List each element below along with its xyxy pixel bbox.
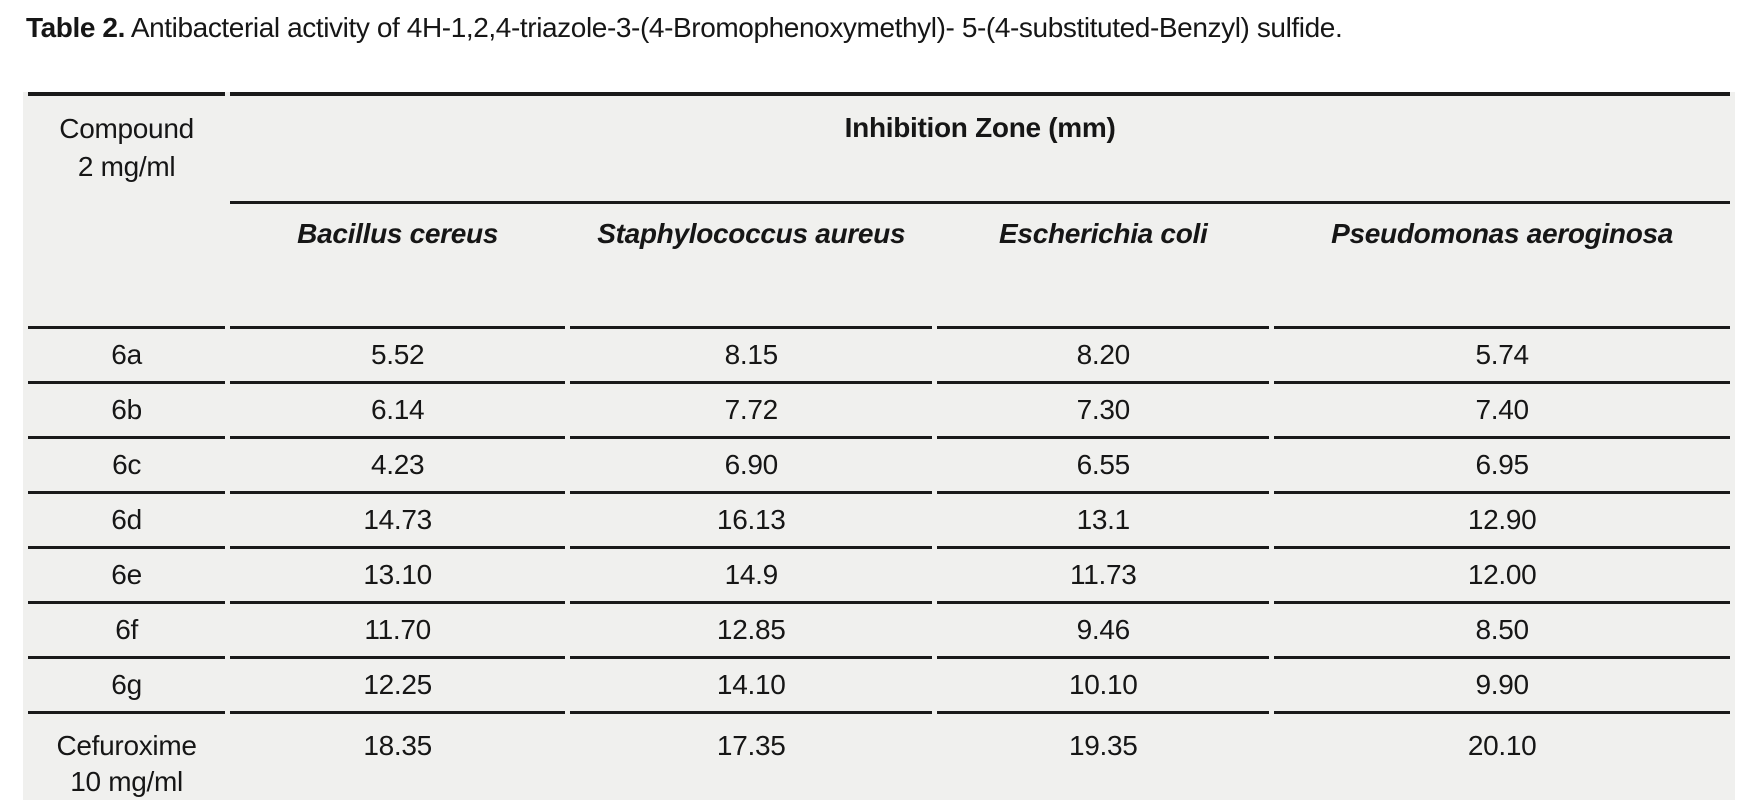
table-caption-text: Antibacterial activity of 4H-1,2,4-triaz… — [130, 12, 1343, 43]
value-cell: 12.00 — [1274, 549, 1730, 604]
value-cell: 14.10 — [570, 659, 933, 714]
value-cell: 8.20 — [937, 329, 1270, 384]
column-header-staphylococcus-aureus: Staphylococcus aureus — [570, 204, 933, 329]
table-row: Cefuroxime 10 mg/ml 18.35 17.35 19.35 20… — [28, 714, 1730, 800]
compound-cell: 6d — [28, 494, 226, 549]
column-header-bacillus-cereus: Bacillus cereus — [230, 204, 566, 329]
table-row: 6g 12.25 14.10 10.10 9.90 — [28, 659, 1730, 714]
compound-label: 6f — [115, 614, 138, 645]
column-header-pseudomonas-aeroginosa: Pseudomonas aeroginosa — [1274, 204, 1730, 329]
table-row: 6b 6.14 7.72 7.30 7.40 — [28, 384, 1730, 439]
value-cell: 7.30 — [937, 384, 1270, 439]
compound-cell: 6a — [28, 329, 226, 384]
value-cell: 18.35 — [230, 714, 565, 800]
compound-label: 6g — [111, 669, 142, 700]
value-cell: 6.90 — [570, 439, 933, 494]
compound-label: Cefuroxime — [56, 730, 197, 761]
value-cell: 9.90 — [1274, 659, 1730, 714]
compound-header-line1: Compound — [59, 113, 194, 144]
value-cell: 17.35 — [570, 714, 932, 800]
table-row: 6d 14.73 16.13 13.1 12.90 — [28, 494, 1730, 549]
value-cell: 8.15 — [570, 329, 933, 384]
compound-label: 6b — [111, 394, 142, 425]
compound-label: 6d — [111, 504, 142, 535]
compound-label: 6e — [111, 559, 142, 590]
value-cell: 12.85 — [570, 604, 933, 659]
value-cell: 7.72 — [570, 384, 933, 439]
value-cell: 7.40 — [1274, 384, 1730, 439]
compound-cell: 6g — [28, 659, 226, 714]
table-caption: Table 2. Antibacterial activity of 4H-1,… — [26, 12, 1343, 44]
compound-cell: 6f — [28, 604, 226, 659]
table-caption-label: Table 2. — [26, 12, 125, 43]
table-row: 6a 5.52 8.15 8.20 5.74 — [28, 329, 1730, 384]
compound-cell: 6c — [28, 439, 226, 494]
compound-label: 6c — [112, 449, 142, 480]
compound-header-line2: 2 mg/ml — [77, 150, 176, 182]
value-cell: 20.10 — [1274, 714, 1730, 800]
compound-cell: Cefuroxime 10 mg/ml — [28, 714, 225, 800]
value-cell: 14.9 — [570, 549, 933, 604]
table-row: 6f 11.70 12.85 9.46 8.50 — [28, 604, 1730, 659]
value-cell: 6.14 — [230, 384, 566, 439]
header-row-species: Bacillus cereus Staphylococcus aureus Es… — [28, 204, 1730, 329]
value-cell: 12.25 — [230, 659, 566, 714]
table-body: 6a 5.52 8.15 8.20 5.74 6b 6.14 7.72 7.30… — [28, 329, 1730, 800]
value-cell: 19.35 — [937, 714, 1269, 800]
value-cell: 6.55 — [937, 439, 1270, 494]
column-header-escherichia-coli: Escherichia coli — [937, 204, 1270, 329]
value-cell: 16.13 — [570, 494, 933, 549]
value-cell: 5.52 — [230, 329, 566, 384]
value-cell: 14.73 — [230, 494, 566, 549]
compound-label: 6a — [111, 339, 142, 370]
compound-label-line2: 10 mg/ml — [70, 766, 183, 798]
value-cell: 8.50 — [1274, 604, 1730, 659]
antibacterial-activity-table: Compound 2 mg/ml Inhibition Zone (mm) Ba… — [23, 92, 1735, 800]
value-cell: 13.10 — [230, 549, 566, 604]
value-cell: 10.10 — [937, 659, 1270, 714]
value-cell: 12.90 — [1274, 494, 1730, 549]
value-cell: 6.95 — [1274, 439, 1730, 494]
value-cell: 11.70 — [230, 604, 566, 659]
value-cell: 9.46 — [937, 604, 1270, 659]
compound-cell: 6e — [28, 549, 226, 604]
value-cell: 13.1 — [937, 494, 1270, 549]
table-row: 6c 4.23 6.90 6.55 6.95 — [28, 439, 1730, 494]
header-row-group: Compound 2 mg/ml Inhibition Zone (mm) — [28, 92, 1730, 329]
compound-header-cell: Compound 2 mg/ml — [28, 92, 226, 329]
compound-cell: 6b — [28, 384, 226, 439]
inhibition-zone-header-cell: Inhibition Zone (mm) — [230, 92, 1730, 204]
value-cell: 4.23 — [230, 439, 566, 494]
value-cell: 5.74 — [1274, 329, 1730, 384]
value-cell: 11.73 — [937, 549, 1270, 604]
table-container: Compound 2 mg/ml Inhibition Zone (mm) Ba… — [23, 92, 1735, 800]
table-row: 6e 13.10 14.9 11.73 12.00 — [28, 549, 1730, 604]
